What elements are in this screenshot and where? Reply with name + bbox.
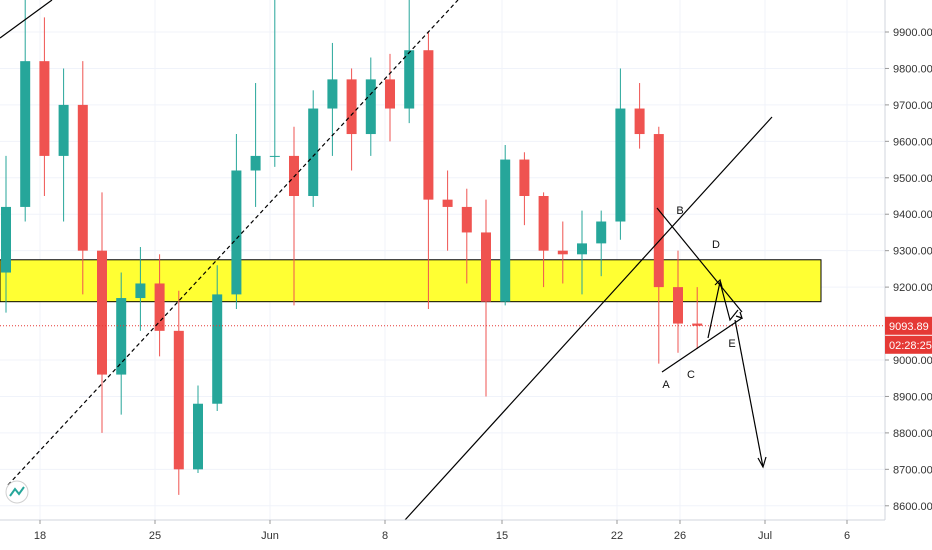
projection-arrow-line[interactable] (734, 319, 764, 468)
candle-body (39, 61, 50, 156)
candle-body (500, 159, 511, 302)
time-axis[interactable]: 18 25 Jun 8 15 22 26 Jul 6 (0, 519, 932, 550)
price-axis-tick: 8600.00 (893, 501, 932, 513)
price-axis-tick: 8700.00 (893, 464, 932, 476)
candle-body (692, 323, 703, 326)
candle-body (634, 108, 645, 135)
price-axis-tick: 9000.00 (893, 355, 932, 367)
candle-body (269, 155, 280, 157)
candle-body (365, 79, 376, 135)
candle-body (173, 330, 184, 470)
support-resistance-zone (0, 259, 822, 303)
price-axis-tick: 9200.00 (893, 282, 932, 294)
ascending-trendline[interactable] (404, 116, 773, 521)
trendline-drawings[interactable]: A B C D E (0, 0, 773, 521)
candle-body (538, 196, 549, 251)
candle-body (135, 283, 146, 299)
candle-body (154, 283, 165, 331)
countdown-tag: 02:28:25 (885, 335, 932, 354)
candle-body (1, 206, 11, 273)
arrow-head-small (735, 311, 743, 319)
candle-body (519, 159, 530, 196)
candle-body (557, 250, 568, 255)
triangle-lower-line[interactable] (661, 317, 743, 373)
price-axis[interactable]: 9900.00 9800.00 9700.00 9600.00 9500.00 9400.… (884, 0, 932, 550)
price-tag: 9093.89 (885, 316, 932, 335)
price-axis-tick: 8900.00 (893, 391, 932, 403)
price-axis-tick: 9300.00 (893, 246, 932, 258)
pattern-label-e: E (728, 338, 735, 350)
price-axis-tick: 9400.00 (893, 209, 932, 221)
candle-body (327, 79, 338, 109)
candlestick-series (1, 0, 703, 495)
candle-body (212, 294, 223, 404)
time-axis-tick: 25 (149, 530, 161, 542)
time-axis-background (0, 520, 932, 550)
triangle-upper-line[interactable] (656, 207, 743, 313)
candle-body (231, 170, 242, 295)
time-axis-tick: Jun (261, 530, 279, 542)
candle-body (193, 403, 203, 470)
countdown-label: 02:28:25 (889, 340, 932, 352)
wave-projection[interactable] (707, 281, 739, 339)
candle-body (596, 221, 607, 244)
candle-body (385, 79, 395, 109)
time-axis-tick: 8 (382, 530, 388, 542)
price-tag-label: 9093.89 (889, 321, 929, 333)
pattern-label-a: A (662, 379, 670, 391)
price-axis-tick: 9600.00 (893, 136, 932, 148)
time-axis-tick: 22 (611, 530, 623, 542)
time-axis-tick: 26 (674, 530, 686, 542)
pattern-label-d: D (712, 239, 720, 251)
candle-body (58, 104, 69, 156)
price-axis-tick: 9800.00 (893, 63, 932, 75)
wave-arrow-head (714, 278, 723, 288)
pattern-label-c: C (687, 369, 695, 381)
price-axis-tick: 8800.00 (893, 428, 932, 440)
candle-body (116, 298, 127, 375)
candle-body (461, 206, 472, 233)
price-axis-tick: 9900.00 (893, 27, 932, 39)
pattern-label-b: B (676, 205, 683, 217)
candle-body (615, 108, 626, 222)
time-axis-tick: Jul (758, 530, 772, 542)
price-axis-tick: 9700.00 (893, 100, 932, 112)
candle-body (577, 243, 587, 255)
candle-body (404, 50, 415, 109)
trendline-top-left[interactable] (0, 0, 53, 39)
time-axis-tick: 6 (844, 530, 850, 542)
candle-body (20, 61, 31, 207)
candle-body (250, 155, 261, 171)
projection-arrow-head (757, 456, 767, 469)
candle-body (346, 79, 357, 135)
candle-body (481, 232, 491, 302)
time-axis-tick: 15 (496, 530, 508, 542)
price-axis-background (885, 0, 932, 550)
candle-body (442, 199, 453, 207)
time-axis-tick: 18 (34, 530, 46, 542)
candle-body (77, 104, 88, 251)
candle-body (423, 50, 434, 200)
candle-body (673, 287, 683, 324)
price-axis-tick: 9500.00 (893, 173, 932, 185)
tradingview-logo-icon[interactable] (5, 480, 29, 504)
dashed-trendline[interactable] (7, 0, 459, 486)
candle-body (308, 108, 319, 196)
candle-body (97, 250, 107, 375)
